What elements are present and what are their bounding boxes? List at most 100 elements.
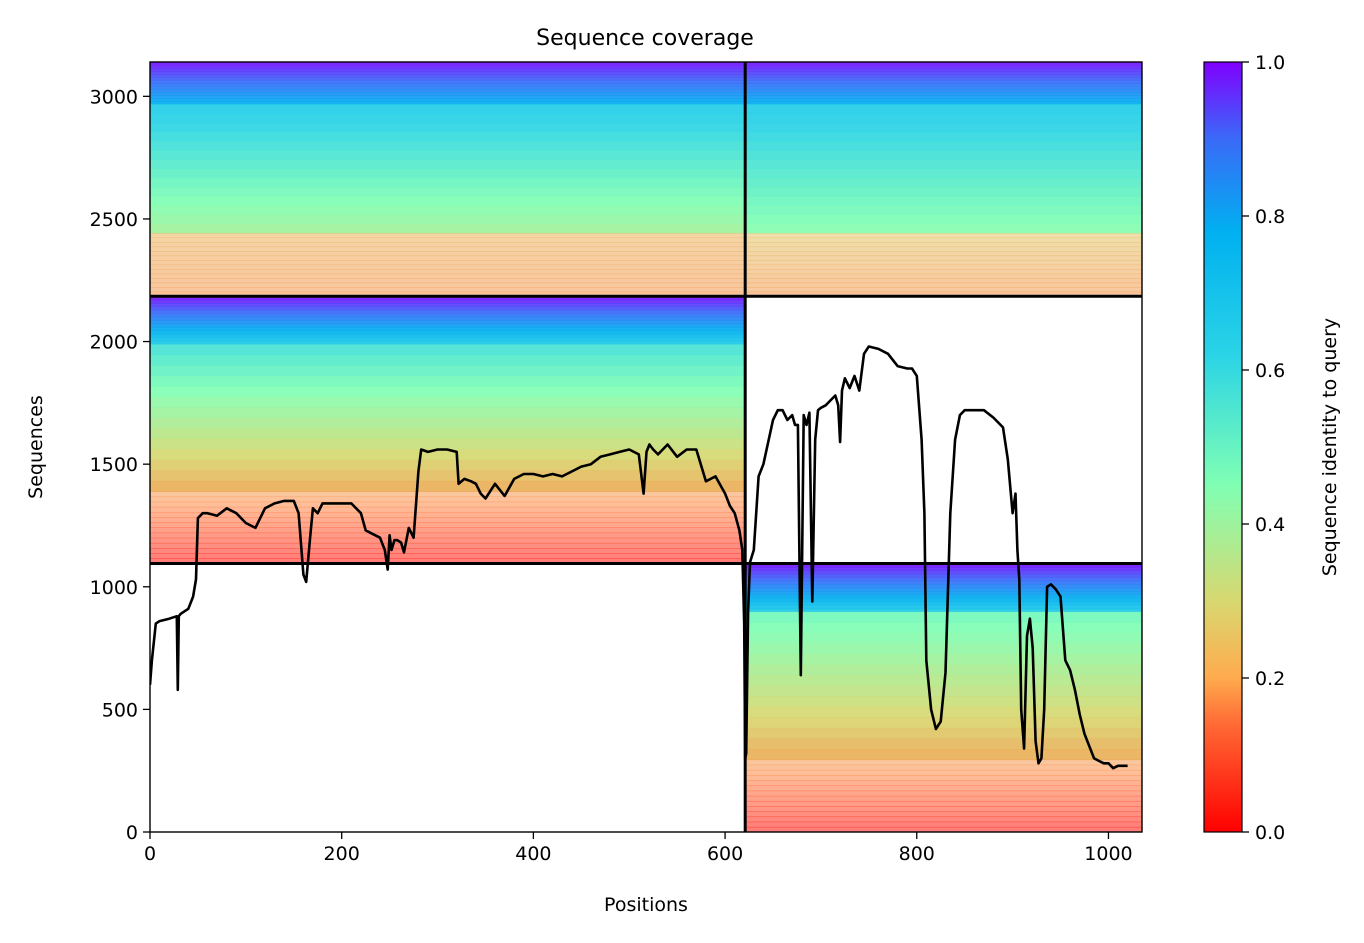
heatmap-band — [150, 303, 746, 308]
heatmap-band — [745, 601, 1142, 606]
heatmap-band — [745, 800, 1142, 807]
heatmap-band — [150, 89, 746, 93]
heatmap-band — [745, 664, 1142, 676]
heatmap-band — [150, 122, 746, 133]
heatmap-band — [745, 591, 1142, 596]
heatmap-band — [745, 77, 1142, 81]
heatmap-band — [745, 764, 1142, 771]
heatmap-band — [150, 306, 746, 311]
heatmap-band — [745, 98, 1142, 102]
heatmap-band — [745, 80, 1142, 84]
x-tick-label: 1000 — [1084, 843, 1132, 865]
heatmap-band — [745, 89, 1142, 93]
heatmap-band — [745, 246, 1142, 252]
heatmap-band — [150, 168, 746, 179]
colorbar-tick-label: 1.0 — [1255, 52, 1285, 74]
heatmap-band — [745, 223, 1142, 234]
heatmap-band — [745, 598, 1142, 603]
heatmap-band — [745, 775, 1142, 781]
x-tick-label: 200 — [324, 843, 360, 865]
heatmap-band — [745, 237, 1142, 243]
heatmap-band — [745, 168, 1142, 179]
heatmap-band — [745, 251, 1142, 257]
heatmap-band — [150, 309, 746, 314]
heatmap-band — [150, 140, 746, 151]
heatmap-band — [745, 186, 1142, 197]
y-tick-label: 500 — [102, 699, 138, 721]
heatmap-band — [745, 608, 1142, 613]
heatmap-band — [745, 580, 1142, 585]
x-tick-label: 600 — [707, 843, 743, 865]
x-axis-label: Positions — [604, 894, 688, 916]
heatmap-band — [150, 527, 746, 534]
heatmap-band — [150, 177, 746, 188]
y-axis: 0 500 1000 1500 2000 2500 3000 — [90, 86, 150, 844]
heatmap-band — [150, 501, 746, 508]
heatmap-band — [745, 232, 1142, 239]
heatmap-band — [150, 532, 746, 539]
heatmap-band — [745, 122, 1142, 133]
heatmap-band — [745, 291, 1142, 297]
heatmap-band — [150, 131, 746, 142]
heatmap-band — [150, 86, 746, 90]
heatmap-band — [745, 62, 1142, 66]
heatmap-band — [150, 65, 746, 69]
heatmap-band — [745, 86, 1142, 90]
heatmap-band — [150, 323, 746, 328]
heatmap-band — [150, 71, 746, 75]
colorbar-tick-label: 0.0 — [1255, 822, 1285, 844]
heatmap-band — [745, 214, 1142, 225]
heatmap-band — [150, 553, 746, 559]
heatmap-band — [150, 186, 746, 197]
x-tick-label: 0 — [144, 843, 156, 865]
heatmap-band — [150, 80, 746, 84]
x-tick-label: 800 — [899, 843, 935, 865]
heatmap-band — [745, 573, 1142, 578]
heatmap-band — [745, 287, 1142, 293]
heatmap-band — [150, 246, 746, 252]
heatmap-band — [745, 790, 1142, 797]
heatmap-block — [745, 62, 1142, 297]
heatmap-band — [745, 131, 1142, 142]
heatmap-block — [150, 296, 746, 565]
heatmap-band — [745, 68, 1142, 72]
x-tick-label: 400 — [515, 843, 551, 865]
heatmap-block — [150, 62, 746, 297]
heatmap-band — [150, 214, 746, 225]
heatmap-band — [150, 407, 746, 419]
heatmap-band — [150, 232, 746, 239]
y-tick-label: 1000 — [90, 577, 138, 599]
colorbar-ticks: 0.0 0.2 0.4 0.6 0.8 1.0 — [1242, 52, 1285, 844]
heatmap-band — [745, 205, 1142, 216]
heatmap-band — [745, 260, 1142, 266]
heatmap-band — [150, 237, 746, 243]
heatmap-band — [150, 101, 746, 105]
heatmap-band — [150, 491, 746, 498]
heatmap-band — [150, 260, 746, 266]
heatmap-band — [745, 594, 1142, 599]
heatmap-band — [745, 654, 1142, 666]
heatmap-band — [150, 251, 746, 257]
heatmap-band — [150, 449, 746, 461]
heatmap-band — [745, 622, 1142, 634]
heatmap-band — [745, 821, 1142, 828]
heatmap-band — [745, 269, 1142, 275]
heatmap-band — [150, 98, 746, 102]
heatmap-band — [150, 386, 746, 398]
y-tick-label: 3000 — [90, 86, 138, 108]
heatmap-band — [150, 269, 746, 275]
heatmap-band — [150, 273, 746, 279]
heatmap-band — [745, 816, 1142, 823]
heatmap-band — [745, 177, 1142, 188]
heatmap-band — [150, 95, 746, 99]
heatmap-band — [150, 396, 746, 408]
heatmap-band — [150, 327, 746, 332]
y-tick-label: 1500 — [90, 454, 138, 476]
heatmap-band — [150, 333, 746, 339]
heatmap-band — [745, 584, 1142, 589]
heatmap-band — [745, 140, 1142, 151]
colorbar-tick-label: 0.4 — [1255, 514, 1285, 536]
heatmap-band — [150, 196, 746, 206]
y-tick-label: 2500 — [90, 209, 138, 231]
chart-title: Sequence coverage — [536, 26, 754, 51]
